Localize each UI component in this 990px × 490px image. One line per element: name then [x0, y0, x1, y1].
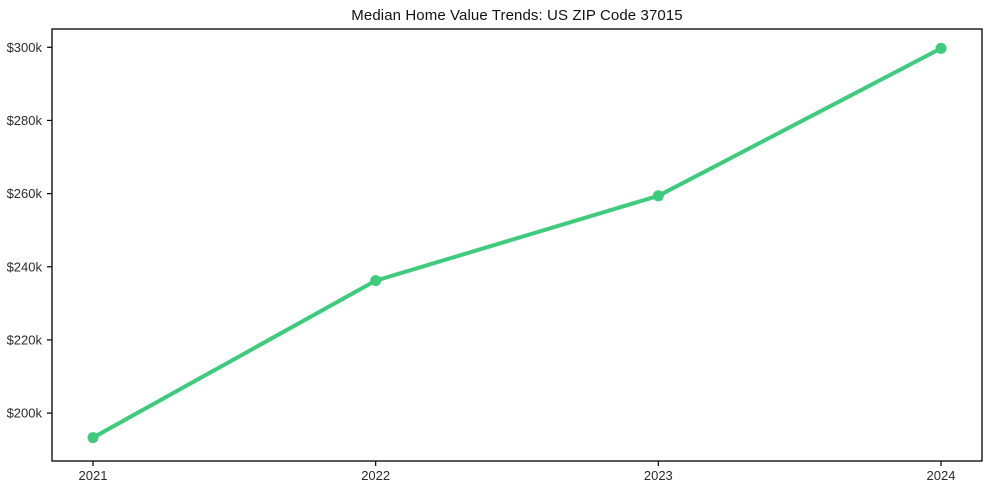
data-point-2022 [370, 275, 382, 287]
y-axis-tick-label: $300k [7, 40, 43, 55]
y-axis-tick-label: $260k [7, 186, 43, 201]
y-axis-tick-label: $220k [7, 332, 43, 347]
data-point-2023 [652, 190, 664, 202]
data-point-2021 [87, 432, 99, 444]
y-axis-tick-label: $200k [7, 406, 43, 421]
series-line-median-home-value [91, 46, 943, 440]
x-axis-tick-label: 2024 [927, 468, 956, 483]
plot-border [51, 28, 983, 462]
x-axis-tick-label: 2022 [361, 468, 390, 483]
y-axis-tick-label: $280k [7, 113, 43, 128]
chart-title: Median Home Value Trends: US ZIP Code 37… [351, 7, 683, 24]
data-point-2024 [935, 42, 947, 54]
y-axis-tick-label: $240k [7, 259, 43, 274]
x-axis-tick-label: 2023 [644, 468, 673, 483]
x-axis-tick-label: 2021 [79, 468, 108, 483]
